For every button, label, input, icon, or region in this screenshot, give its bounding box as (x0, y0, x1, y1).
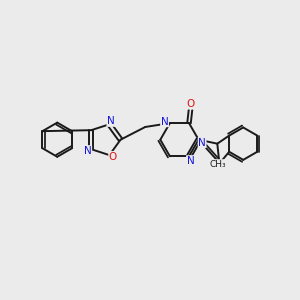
Text: O: O (186, 99, 195, 109)
Text: N: N (107, 116, 115, 126)
Text: N: N (84, 146, 92, 156)
Text: N: N (198, 138, 206, 148)
Text: CH₃: CH₃ (210, 160, 226, 169)
Text: O: O (109, 152, 117, 162)
Text: N: N (187, 156, 194, 166)
Text: N: N (161, 117, 169, 127)
